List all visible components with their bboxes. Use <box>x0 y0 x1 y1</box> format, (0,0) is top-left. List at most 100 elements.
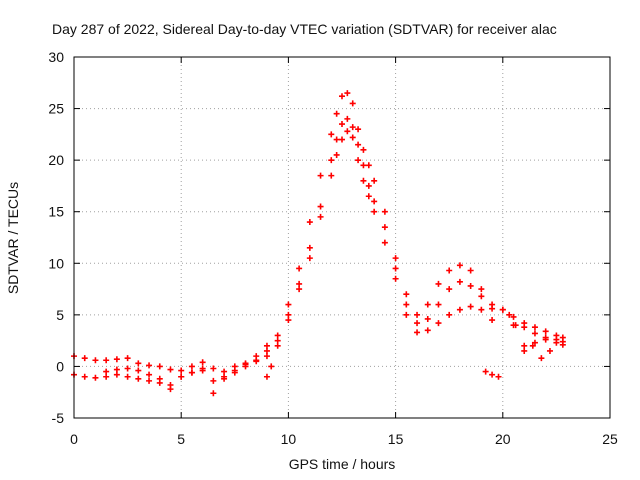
data-point <box>92 357 99 364</box>
data-point <box>446 267 453 274</box>
data-point <box>542 334 549 341</box>
data-point <box>424 315 431 322</box>
x-axis-label: GPS time / hours <box>289 456 396 472</box>
data-point <box>414 311 421 318</box>
data-point <box>167 366 174 373</box>
data-point <box>349 100 356 107</box>
data-point <box>424 327 431 334</box>
axis-ticks: 0 5 10 15 20 25 -5 0 5 10 15 20 25 30 <box>48 49 618 447</box>
data-point <box>495 373 502 380</box>
data-point <box>392 255 399 262</box>
data-point <box>135 367 142 374</box>
data-point <box>392 265 399 272</box>
series-middle <box>71 115 566 388</box>
data-point <box>521 342 528 349</box>
data-point <box>349 134 356 141</box>
data-point <box>424 301 431 308</box>
data-point <box>231 367 238 374</box>
data-point <box>146 362 153 369</box>
data-point <box>499 306 506 313</box>
data-point <box>328 131 335 138</box>
data-point <box>344 128 351 135</box>
data-point <box>478 293 485 300</box>
data-point <box>546 347 553 354</box>
data-point <box>263 353 270 360</box>
y-tick-label: 30 <box>48 49 64 65</box>
data-point <box>456 306 463 313</box>
data-point <box>81 373 88 380</box>
data-point <box>103 373 110 380</box>
y-tick-label: 5 <box>56 307 64 323</box>
data-point <box>355 157 362 164</box>
data-points <box>71 90 566 397</box>
data-point <box>221 368 228 375</box>
data-point <box>414 320 421 327</box>
data-point <box>403 301 410 308</box>
data-point <box>317 213 324 220</box>
data-point <box>392 275 399 282</box>
data-point <box>306 244 313 251</box>
data-point <box>221 375 228 382</box>
plot-frame <box>73 56 611 419</box>
data-point <box>263 373 270 380</box>
y-tick-label: 25 <box>48 101 64 117</box>
data-point <box>156 363 163 370</box>
data-point <box>435 280 442 287</box>
data-point <box>339 136 345 143</box>
data-point <box>371 198 378 205</box>
data-point <box>124 355 131 362</box>
data-point <box>521 324 528 331</box>
x-tick-label: 20 <box>495 431 511 447</box>
data-point <box>167 386 174 393</box>
data-point <box>355 126 362 133</box>
data-point <box>478 286 485 293</box>
data-point <box>446 311 453 318</box>
data-point <box>328 172 335 179</box>
data-point <box>103 357 110 364</box>
data-point <box>135 360 142 367</box>
data-point <box>489 317 496 324</box>
data-point <box>274 332 281 339</box>
data-point <box>467 303 474 310</box>
data-point <box>339 121 345 128</box>
y-tick-label: -5 <box>52 410 65 426</box>
data-point <box>531 330 538 337</box>
data-point <box>188 363 195 370</box>
data-point <box>360 162 367 169</box>
data-point <box>328 157 335 164</box>
x-tick-label: 5 <box>177 431 185 447</box>
chart-title: Day 287 of 2022, Sidereal Day-to-day VTE… <box>52 21 557 37</box>
data-point <box>274 337 281 344</box>
data-point <box>210 390 217 397</box>
data-point <box>467 267 474 274</box>
data-point <box>360 177 367 184</box>
data-point <box>199 367 206 374</box>
data-point <box>113 366 120 373</box>
data-point <box>512 322 519 329</box>
series-upper <box>71 90 566 375</box>
data-point <box>403 291 410 298</box>
data-point <box>489 371 496 378</box>
data-point <box>178 373 185 380</box>
data-point <box>435 320 442 327</box>
data-point <box>467 282 474 289</box>
data-point <box>538 355 545 362</box>
data-point <box>306 255 313 262</box>
data-point <box>253 358 260 365</box>
data-point <box>210 365 217 372</box>
data-point <box>146 377 153 384</box>
y-tick-label: 0 <box>56 358 64 374</box>
y-axis-label: SDTVAR / TECUs <box>5 182 21 294</box>
data-point <box>285 311 292 318</box>
series-fragments <box>263 306 553 380</box>
data-point <box>263 347 270 354</box>
data-point <box>414 329 421 336</box>
data-point <box>482 368 489 375</box>
data-point <box>381 208 388 215</box>
data-point <box>365 182 372 189</box>
data-point <box>296 280 303 287</box>
data-point <box>365 193 372 200</box>
data-point <box>199 359 206 366</box>
